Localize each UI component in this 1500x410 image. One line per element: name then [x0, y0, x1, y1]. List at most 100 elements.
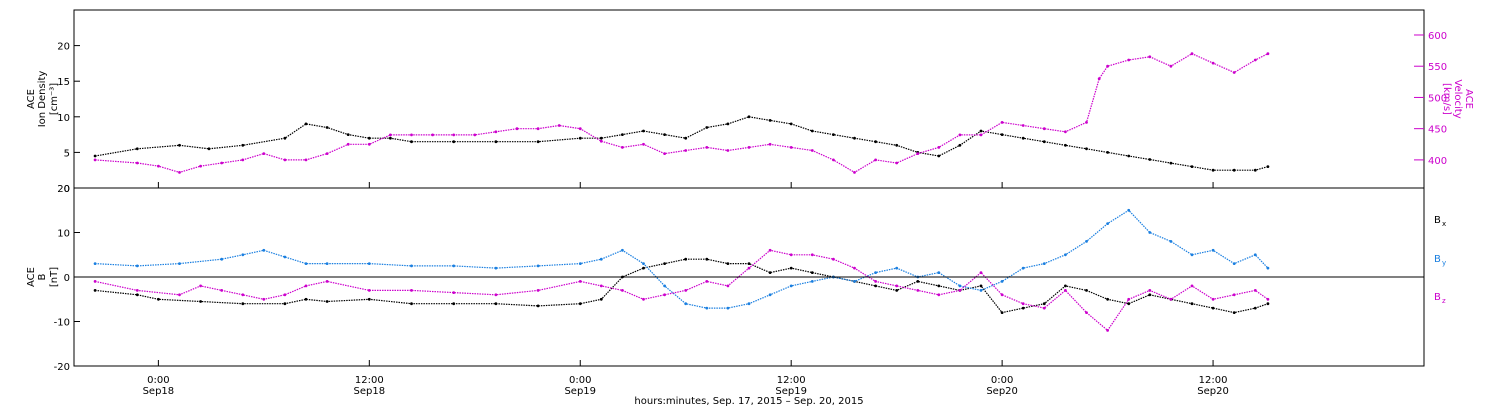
top-series-1-point — [199, 164, 203, 168]
bottom-series-1-point — [1211, 248, 1215, 252]
top-series-1-point — [325, 152, 329, 156]
bottom-ylabel-line3: [nT] — [49, 267, 60, 287]
xtick-time-label-1: 12:00 — [355, 375, 384, 386]
bottom-series-2-point — [747, 266, 751, 270]
xtick-date-label-3: Sep19 — [775, 386, 807, 397]
top-right-ytick-label-3: 550 — [1428, 62, 1447, 73]
legend-bx-label: B — [1434, 215, 1441, 226]
top-series-0-point — [241, 143, 245, 147]
bottom-series-1-point — [1064, 253, 1067, 257]
top-series-0-point — [599, 136, 603, 140]
bottom-ylabel-line1: ACE — [26, 267, 37, 287]
bottom-series-1-point — [1106, 222, 1109, 226]
bottom-series-2-point — [578, 280, 582, 283]
bottom-series-1-point — [93, 262, 97, 265]
bottom-panel-series — [93, 208, 1270, 332]
top-series-1-point — [853, 171, 856, 174]
top-series-0-point — [1042, 140, 1046, 144]
top-series-0-point — [1190, 165, 1194, 169]
bottom-series-2-point — [1064, 289, 1067, 292]
bottom-series-2-point — [536, 289, 540, 292]
bottom-series-0-point — [599, 297, 603, 301]
bottom-series-0-point — [979, 284, 983, 288]
top-series-0-point — [768, 119, 772, 122]
bottom-series-0-point — [536, 304, 540, 308]
bottom-series-0-point — [367, 297, 371, 301]
top-series-0-point — [810, 129, 814, 133]
top-series-0-point — [1064, 143, 1067, 147]
top-series-1-point — [178, 171, 181, 174]
top-series-0-point — [747, 115, 751, 119]
top-series-1-point — [874, 158, 877, 162]
top-series-1-point — [389, 133, 392, 137]
bottom-series-2-point — [1190, 284, 1194, 288]
bottom-series-2-point — [1266, 297, 1270, 301]
bottom-series-1-point — [810, 280, 814, 283]
bottom-ytick-label-1: -10 — [54, 318, 70, 329]
bottom-series-2-point — [304, 284, 308, 288]
top-series-1-point — [1064, 130, 1067, 134]
top-series-1-point — [684, 149, 688, 152]
top-series-0-line — [94, 116, 1269, 171]
bottom-series-1-point — [1253, 253, 1257, 257]
top-series-1-point — [705, 146, 709, 149]
top-series-0-point — [452, 140, 456, 144]
top-ytick-label-3: 15 — [57, 77, 70, 88]
bottom-series-2-point — [916, 289, 920, 292]
top-series-1-point — [1021, 124, 1025, 127]
legend-bx-sub: x — [1442, 220, 1446, 228]
legend-by-label: B — [1434, 254, 1441, 265]
top-series-1-point — [1127, 58, 1131, 62]
top-series-1-point — [832, 158, 835, 162]
bottom-series-1-point — [410, 264, 413, 268]
bottom-series-1-point — [135, 264, 139, 268]
bottom-series-0-point — [768, 271, 772, 274]
bottom-series-0-point — [410, 302, 413, 306]
bottom-series-2-point — [979, 271, 983, 274]
bottom-series-1-point — [789, 284, 793, 288]
top-series-0-point — [494, 140, 498, 144]
bottom-series-0-point — [1021, 306, 1025, 310]
top-series-0-point — [410, 140, 413, 144]
top-series-1-point — [241, 158, 245, 162]
bottom-series-1-point — [768, 293, 772, 297]
top-series-1-point — [958, 133, 962, 137]
bottom-series-1-point — [1127, 208, 1131, 212]
bottom-series-1-line — [95, 209, 1269, 309]
bottom-series-0-point — [1064, 284, 1067, 288]
bottom-series-1-point — [895, 266, 899, 270]
bottom-series-1-point — [937, 271, 941, 274]
top-series-0-point — [979, 129, 983, 133]
bottom-series-1-point — [536, 264, 540, 268]
bottom-series-1-point — [1021, 266, 1025, 270]
bottom-series-2-point — [135, 289, 139, 292]
top-series-1-point — [916, 152, 920, 156]
bottom-series-0-point — [1127, 302, 1131, 306]
bottom-series-0-point — [494, 302, 498, 306]
top-series-0-point — [304, 122, 308, 126]
top-series-0-point — [937, 154, 941, 158]
bottom-series-1-point — [726, 306, 730, 310]
bottom-series-0-point — [304, 297, 308, 301]
top-series-0-point — [621, 133, 624, 137]
bottom-ytick-label-0: -20 — [54, 362, 70, 373]
top-series-0-point — [1169, 161, 1173, 165]
bottom-series-1-point — [958, 284, 962, 288]
bottom-series-1-point — [178, 262, 181, 265]
top-series-0-point — [789, 122, 793, 126]
bottom-series-1-point — [874, 271, 877, 274]
bottom-series-1-point — [663, 284, 666, 288]
bottom-series-0-point — [1000, 311, 1004, 314]
top-series-0-point — [367, 136, 371, 140]
top-right-ylabel-line2: Velocity — [1452, 79, 1463, 118]
bottom-series-0-point — [937, 284, 941, 288]
top-series-1-point — [979, 133, 983, 137]
bottom-series-2-point — [325, 280, 329, 283]
bottom-series-1-point — [367, 262, 371, 265]
top-ylabel-line2: Ion Density — [37, 71, 48, 128]
xtick-date-label-1: Sep18 — [354, 386, 386, 397]
top-series-1-point — [536, 127, 540, 131]
top-series-1-point — [452, 133, 456, 137]
top-series-1-point — [283, 158, 287, 162]
top-series-1-point — [1097, 77, 1101, 81]
